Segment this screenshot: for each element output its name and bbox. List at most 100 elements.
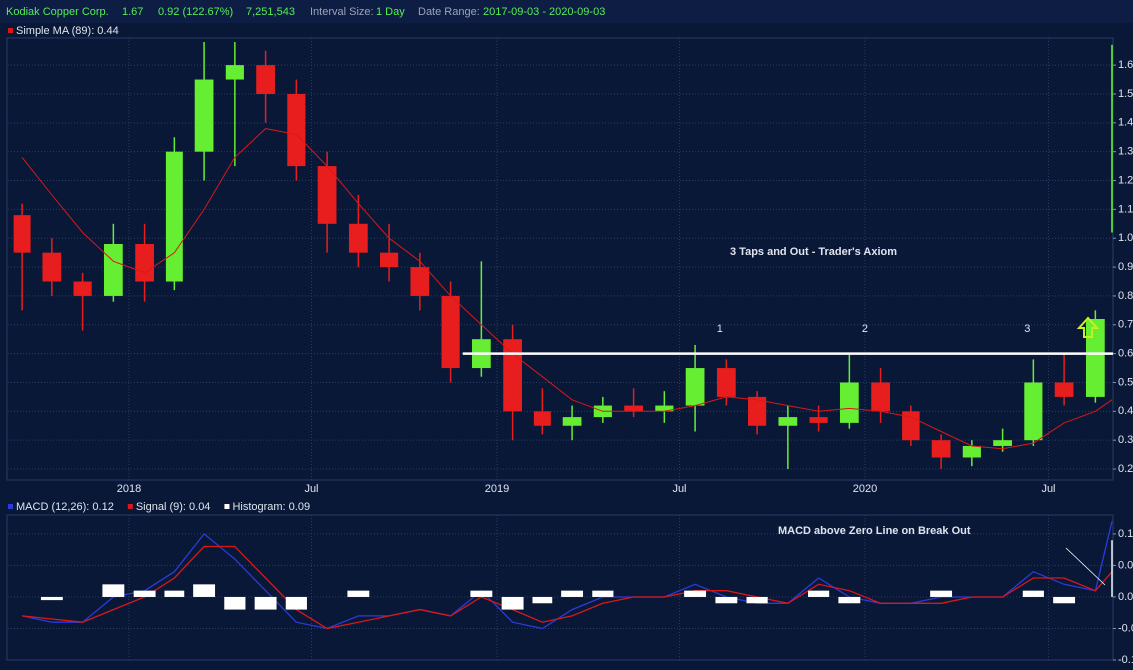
y-tick-label: -0.1 bbox=[1118, 654, 1133, 666]
y-tick-label: 0.00 bbox=[1118, 591, 1133, 603]
y-tick-label: 0.2 bbox=[1118, 463, 1133, 475]
candle-body bbox=[839, 382, 859, 423]
x-tick-label: 2018 bbox=[117, 483, 141, 495]
histogram-bar bbox=[164, 590, 185, 597]
candle-body bbox=[748, 396, 767, 426]
annotation-pointer bbox=[1065, 547, 1106, 586]
candle-body bbox=[1054, 382, 1074, 397]
legend-swatch bbox=[224, 504, 230, 509]
breakout-arrow bbox=[1076, 316, 1100, 338]
candle-body bbox=[73, 281, 92, 296]
candle-body bbox=[194, 79, 214, 152]
histogram-bar bbox=[746, 596, 768, 604]
candle-body bbox=[962, 445, 981, 458]
symbol: Kodiak Copper Corp. bbox=[6, 6, 109, 18]
interval-label: Interval Size: bbox=[310, 6, 374, 18]
histogram-bar bbox=[1111, 540, 1113, 597]
histogram-bar bbox=[501, 596, 524, 610]
candle-body bbox=[902, 411, 920, 441]
histogram-bar bbox=[532, 596, 553, 604]
candle-body bbox=[778, 417, 798, 426]
candle-body bbox=[256, 65, 275, 94]
histogram-bar bbox=[930, 590, 953, 597]
candle-body bbox=[287, 93, 306, 167]
candle-body bbox=[562, 417, 582, 426]
histogram-bar bbox=[347, 590, 370, 597]
histogram-bar bbox=[40, 596, 63, 601]
candle-body bbox=[871, 382, 890, 412]
histogram-bar bbox=[592, 590, 614, 597]
histogram-bar bbox=[808, 590, 830, 597]
candle-body bbox=[380, 252, 399, 268]
candle-body bbox=[13, 215, 31, 253]
legend-label: MACD (12,26): 0.12 bbox=[16, 501, 114, 513]
candle-body bbox=[1111, 44, 1113, 233]
interval: 1 Day bbox=[376, 6, 405, 18]
candle-body bbox=[225, 65, 244, 80]
price-panel bbox=[6, 37, 1114, 481]
legend-swatch bbox=[8, 28, 13, 33]
y-tick-label: 0.8 bbox=[1118, 290, 1133, 302]
y-tick-label: 1.5 bbox=[1118, 88, 1133, 100]
histogram-bar bbox=[193, 584, 216, 597]
annotation: MACD above Zero Line on Break Out bbox=[778, 525, 971, 537]
y-tick-label: 1.0 bbox=[1118, 232, 1133, 244]
histogram-bar bbox=[838, 596, 861, 604]
candle-body bbox=[931, 440, 951, 458]
x-tick-label: 2020 bbox=[853, 483, 877, 495]
candle-body bbox=[348, 223, 368, 253]
legend-swatch bbox=[8, 504, 13, 509]
change: 0.92 (122.67%) bbox=[158, 6, 233, 18]
moving-average bbox=[21, 128, 1113, 450]
x-tick-label: Jul bbox=[1041, 483, 1055, 495]
header-bar bbox=[0, 0, 1133, 23]
macd-line bbox=[21, 521, 1113, 630]
histogram-bar bbox=[470, 590, 493, 597]
last-price: 1.67 bbox=[122, 6, 143, 18]
histogram-bar bbox=[285, 596, 307, 610]
histogram-bar bbox=[224, 596, 246, 610]
y-tick-label: -0.05 bbox=[1118, 622, 1133, 634]
tap-label: 1 bbox=[717, 323, 723, 335]
candle-body bbox=[716, 368, 736, 397]
histogram-bar bbox=[1022, 590, 1044, 597]
candle-body bbox=[410, 267, 430, 296]
y-tick-label: 1.6 bbox=[1118, 59, 1133, 71]
macd-line bbox=[22, 545, 1113, 630]
candle-body bbox=[103, 243, 123, 296]
legend-swatch bbox=[127, 504, 133, 509]
tap-label: 2 bbox=[862, 323, 868, 335]
candle-body bbox=[1024, 382, 1043, 441]
legend-label: Signal (9): 0.04 bbox=[136, 501, 211, 513]
candle-body bbox=[809, 417, 828, 423]
histogram-bar bbox=[133, 590, 156, 597]
candle-body bbox=[441, 295, 460, 369]
histogram-bar bbox=[1053, 596, 1076, 604]
histogram-bar bbox=[254, 596, 277, 610]
y-tick-label: 1.1 bbox=[1118, 203, 1133, 215]
tap-label: 3 bbox=[1024, 323, 1030, 335]
y-tick-label: 1.2 bbox=[1118, 174, 1133, 186]
candle-body bbox=[317, 166, 337, 224]
legend-label: Simple MA (89): 0.44 bbox=[16, 25, 119, 37]
range-label: Date Range: bbox=[418, 6, 480, 18]
x-tick-label: 2019 bbox=[485, 483, 509, 495]
y-tick-label: 1.4 bbox=[1118, 117, 1133, 129]
y-tick-label: 0.9 bbox=[1118, 261, 1133, 273]
histogram-bar bbox=[715, 596, 738, 604]
histogram-bar bbox=[561, 590, 584, 597]
candle-body bbox=[503, 339, 522, 412]
x-tick-label: Jul bbox=[304, 483, 318, 495]
candle-body bbox=[655, 405, 674, 412]
y-tick-label: 0.3 bbox=[1118, 434, 1133, 446]
volume: 7,251,543 bbox=[246, 6, 295, 18]
histogram-bar bbox=[684, 590, 707, 597]
y-tick-label: 0.05 bbox=[1118, 559, 1133, 571]
candle-body bbox=[993, 440, 1012, 446]
histogram-bar bbox=[102, 584, 125, 597]
candle-body bbox=[533, 411, 551, 426]
y-tick-label: 0.7 bbox=[1118, 319, 1133, 331]
candle-body bbox=[624, 405, 643, 412]
